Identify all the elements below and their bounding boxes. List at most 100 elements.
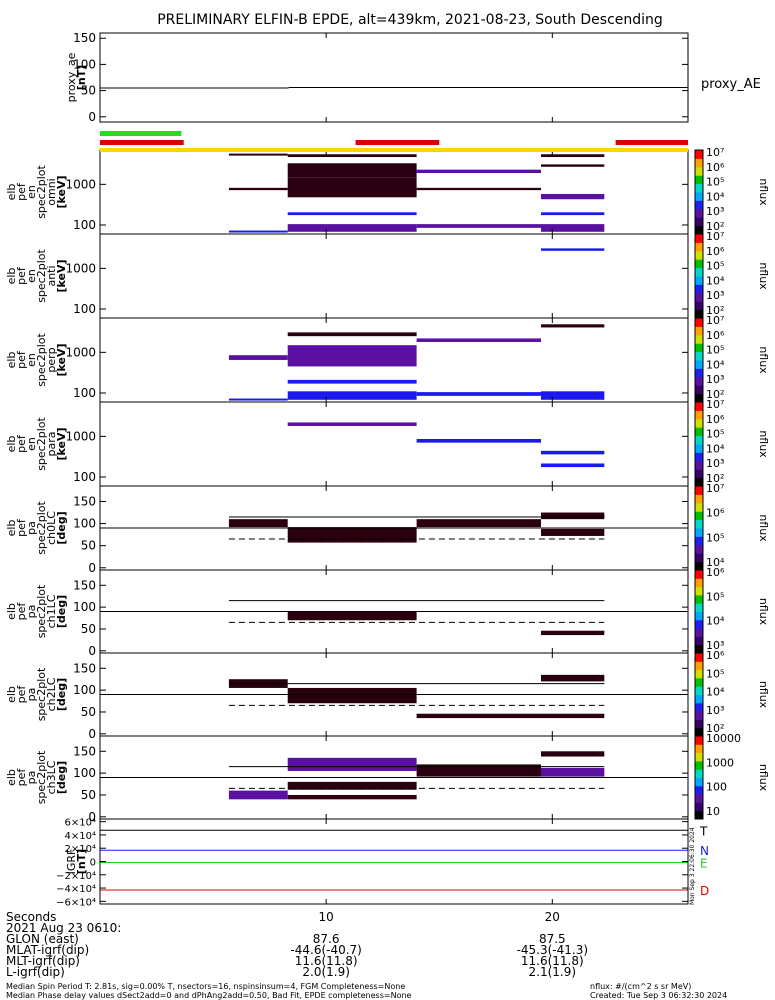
panel-frame (99, 401, 689, 487)
y-axis-label-line: pef (15, 685, 28, 704)
panel-pa_ch2: 050100150elbpefpaspec2plotch2LC[deg]10²1… (5, 649, 770, 741)
colorbar-label: nflux (757, 598, 770, 626)
colorbar-tick-label: 10⁶ (706, 245, 725, 258)
colorbar: 10 100 1000 10000 nflux (694, 732, 770, 820)
y-axis-label-line: spec2plot (35, 333, 48, 387)
colorbar-segment (695, 794, 703, 803)
footer-row-value: 11.6(11.8) (521, 954, 584, 968)
y-axis-label-line: elb (5, 184, 18, 201)
footer-row-label: L-igrf(dip) (6, 965, 65, 979)
spectrogram-cell (287, 212, 417, 216)
colorbar-segment (695, 343, 703, 353)
colorbar-tick-label: 10⁷ (706, 398, 724, 411)
y-axis-label-line: spec2plot (35, 249, 48, 303)
y-axis-label-line: spec2plot (35, 584, 48, 638)
spectrogram-cell (541, 193, 605, 200)
panel-frame (99, 233, 689, 319)
colorbar-label: nflux (757, 430, 770, 458)
spectrogram-cell (287, 177, 417, 198)
colorbar-segment (695, 785, 703, 795)
colorbar-segment (695, 711, 703, 720)
y-axis-label-line: para (45, 432, 58, 457)
y-axis-label-line: en (25, 269, 38, 283)
y-axis-label-line: ch2LC (45, 677, 58, 711)
colorbar-tick-label: 10⁵ (706, 260, 724, 273)
y-axis-label-line: en (25, 437, 38, 451)
spectrogram-cell (416, 187, 541, 191)
colorbar: 10⁴ 10⁵ 10⁶ 10⁷ nflux (694, 482, 770, 571)
colorbar-tick-label: 10² (706, 388, 724, 401)
colorbar-segment (695, 719, 703, 729)
footer-row-value: 2.0(1.9) (302, 965, 350, 979)
footer-row-label: 2021 Aug 23 0610: (6, 921, 121, 935)
status-bar-yellow (100, 148, 688, 152)
colorbar-tick-label: 10⁷ (706, 146, 724, 159)
colorbar-segment (695, 267, 703, 277)
colorbar-segment (695, 752, 703, 762)
y-axis-label-line: IGRF (65, 849, 78, 875)
colorbar-tick-label: 10⁶ (706, 566, 725, 579)
y-axis-label-line: [keV] (55, 343, 68, 376)
spectrogram-cell (541, 512, 605, 520)
spectrogram-cell (228, 153, 288, 156)
y-axis-label-line: en (25, 185, 38, 199)
colorbar-segment (695, 578, 703, 588)
colorbar-tick-label: 1000 (706, 756, 734, 769)
y-tick-label: 50 (81, 539, 96, 553)
y-tick-label: 100 (73, 600, 96, 614)
y-axis-label-line: pef (15, 518, 28, 537)
spectrogram-cell (228, 398, 288, 401)
colorbar-segment (695, 309, 703, 319)
y-tick-label: 100 (73, 766, 96, 780)
y-tick-label: 50 (81, 84, 96, 98)
panel-en_para: 1001000elbpefenspec2plotpara[keV]10²10³1… (5, 398, 770, 487)
panel-en_anti: 1001000elbpefenspec2plotanti[keV]10²10³1… (5, 230, 770, 319)
colorbar-segment (695, 528, 703, 537)
colorbar-segment (695, 519, 703, 529)
status-bar-green (100, 131, 182, 136)
colorbar-segment (695, 486, 703, 495)
y-tick-label: 0 (88, 644, 96, 658)
spectrogram-cell (541, 630, 605, 636)
igrf-legend-T: T (699, 824, 708, 838)
footer-row-value: 20 (545, 910, 560, 924)
spectrogram-cell (287, 757, 417, 771)
colorbar-tick-label: 10⁶ (706, 161, 725, 174)
colorbar-segment (695, 511, 703, 521)
colorbar-tick-label: 10⁵ (706, 531, 724, 544)
spectrogram-cell (287, 794, 417, 800)
side-stamp: Mon Sep 3 22:06:30 2024 (689, 827, 696, 905)
footer-row-value: 87.6 (313, 932, 340, 946)
spectrogram-cell (416, 439, 541, 443)
spectrogram-cell (416, 338, 541, 342)
colorbar: 10² 10³ 10⁴ 10⁵ 10⁶ nflux (694, 649, 770, 737)
spectrogram-cell (416, 224, 541, 228)
colorbar-segment (695, 250, 703, 260)
y-axis-label-line: elb (5, 686, 18, 703)
y-tick-label: 1000 (65, 177, 96, 191)
colorbar-segment (695, 225, 703, 235)
colorbar-tick-label: 10⁷ (706, 230, 724, 243)
footer-row-label: Seconds (6, 910, 56, 924)
colorbar-tick-label: 10⁶ (706, 329, 725, 342)
spectrogram-cell (416, 169, 541, 174)
colorbar-segment (695, 326, 703, 336)
colorbar-tick-label: 10³ (706, 205, 724, 218)
y-tick-label: 150 (73, 578, 96, 592)
colorbar-tick-label: 10⁶ (706, 649, 725, 662)
spectrogram-cell (287, 163, 417, 178)
spectrogram-cell (541, 391, 605, 400)
spectrogram-cell (287, 379, 417, 384)
panel-pa_ch0: 050100150elbpefpaspec2plotch0LC[deg]10⁴1… (5, 482, 770, 575)
colorbar-segment (695, 183, 703, 193)
spectrogram-cell (541, 767, 605, 777)
spectrogram-cell (416, 392, 541, 396)
colorbar-segment (695, 276, 703, 285)
y-tick-label: 0 (88, 561, 96, 575)
colorbar-segment (695, 586, 703, 596)
colorbar-tick-label: 10⁵ (706, 428, 724, 441)
